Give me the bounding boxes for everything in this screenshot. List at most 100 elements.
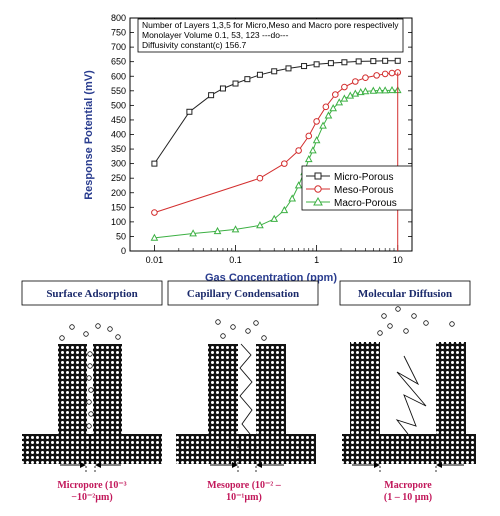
y-tick-label: 450 bbox=[111, 115, 126, 125]
y-tick-label: 800 bbox=[111, 13, 126, 23]
data-point-triangle bbox=[312, 136, 321, 144]
data-point-circle bbox=[295, 147, 302, 154]
y-tick-label: 550 bbox=[111, 86, 126, 96]
data-point-circle bbox=[332, 91, 339, 98]
data-point-triangle bbox=[150, 233, 159, 241]
x-tick-label: 0.01 bbox=[146, 255, 164, 265]
data-point-triangle bbox=[231, 225, 240, 233]
y-tick-label: 600 bbox=[111, 71, 126, 81]
data-point-triangle bbox=[329, 104, 338, 112]
y-tick-label: 650 bbox=[111, 57, 126, 67]
data-point-triangle bbox=[340, 94, 349, 102]
info-box: Number of Layers 1,3,5 for Micro,Meso an… bbox=[137, 18, 404, 53]
panel-title-box bbox=[167, 280, 319, 306]
panel-title: Molecular Diffusion bbox=[358, 288, 452, 300]
data-point-square bbox=[208, 92, 215, 99]
panel-title: Surface Adsorption bbox=[46, 288, 137, 300]
y-tick-label: 400 bbox=[111, 130, 126, 140]
data-point-circle bbox=[281, 160, 288, 167]
info-line-1: Number of Layers 1,3,5 for Micro,Meso an… bbox=[142, 20, 399, 30]
legend: Micro-Porous Meso-Porous Macro-Porous bbox=[301, 165, 413, 211]
y-axis-label: Response Potential (mV) bbox=[83, 70, 95, 200]
data-point-circle bbox=[313, 118, 320, 125]
data-point-circle bbox=[388, 69, 396, 77]
data-point-square bbox=[256, 71, 263, 78]
data-point-square bbox=[232, 80, 239, 87]
x-tick-label: 1 bbox=[314, 255, 319, 265]
data-point-triangle bbox=[319, 121, 327, 129]
legend-label-macro: Macro-Porous bbox=[334, 198, 397, 209]
pore-wall-right bbox=[256, 344, 286, 436]
legend-macro: Macro-Porous bbox=[306, 196, 397, 209]
data-point-triangle bbox=[388, 85, 396, 94]
data-point-triangle bbox=[346, 91, 355, 99]
y-tick-label: 750 bbox=[111, 28, 126, 38]
data-point-triangle bbox=[381, 86, 389, 94]
panel-surface-adsorption: Surface Adsorption Micropore (10⁻³ −10⁻²… bbox=[21, 280, 163, 503]
panel-capillary-condensation: Capillary Condensation Mesopore (10⁻² – … bbox=[167, 280, 319, 503]
panel-title: Capillary Condensation bbox=[187, 288, 299, 300]
y-tick-label: 0 bbox=[121, 246, 126, 256]
panel-title-box bbox=[21, 280, 163, 306]
y-tick-label: 200 bbox=[111, 188, 126, 198]
triangle-marker-icon bbox=[313, 196, 323, 206]
gas-molecules bbox=[59, 323, 121, 429]
y-tick-label: 300 bbox=[111, 159, 126, 169]
legend-meso: Meso-Porous bbox=[306, 185, 393, 196]
gas-molecules bbox=[377, 306, 455, 336]
legend-label-micro: Micro-Porous bbox=[334, 172, 393, 183]
pore-wall-right bbox=[93, 344, 122, 436]
legend-micro: Micro-Porous bbox=[306, 172, 393, 183]
data-point-circle bbox=[322, 103, 330, 111]
data-point-triangle bbox=[288, 194, 297, 202]
data-point-triangle bbox=[324, 111, 333, 119]
pore-wall-left bbox=[208, 344, 238, 436]
data-point-square bbox=[186, 108, 193, 115]
y-tick-label: 50 bbox=[116, 231, 126, 241]
pore-label-line1: Micropore (10⁻³ bbox=[57, 480, 126, 491]
data-point-triangle bbox=[270, 214, 279, 222]
data-point-triangle bbox=[351, 89, 360, 97]
data-point-triangle bbox=[280, 205, 289, 214]
pore-wall-left bbox=[58, 344, 87, 436]
data-point-square bbox=[285, 65, 292, 72]
y-tick-label: 150 bbox=[111, 202, 126, 212]
y-tick-label: 350 bbox=[111, 144, 126, 154]
panel-molecular-diffusion: Molecular Diffusion Macropore (1 – 10 µm… bbox=[339, 280, 476, 503]
molecule-path bbox=[395, 355, 427, 435]
data-point-square bbox=[313, 61, 320, 68]
data-point-square bbox=[341, 59, 348, 66]
data-point-triangle bbox=[189, 229, 197, 237]
series-layer bbox=[150, 57, 402, 251]
data-point-square bbox=[382, 57, 389, 64]
data-point-triangle bbox=[369, 86, 378, 94]
data-point-triangle bbox=[294, 181, 303, 189]
data-point-circle bbox=[381, 70, 389, 78]
plot-frame bbox=[129, 17, 413, 252]
x-tick-label: 10 bbox=[393, 255, 403, 265]
data-point-circle bbox=[373, 72, 380, 79]
data-point-square bbox=[355, 58, 362, 65]
y-tick-label: 500 bbox=[111, 100, 126, 110]
data-point-circle bbox=[305, 132, 313, 140]
pore-label-line1: Mesopore (10⁻² – bbox=[207, 480, 282, 491]
data-point-circle bbox=[151, 209, 158, 216]
y-tick-label: 700 bbox=[111, 42, 126, 52]
data-point-circle bbox=[362, 74, 369, 82]
x-tick-label: 0.1 bbox=[229, 255, 242, 265]
data-point-square bbox=[394, 57, 401, 64]
pore-label-line2: 10⁻¹µm) bbox=[226, 492, 262, 503]
y-tick-label: 250 bbox=[111, 173, 126, 183]
panel-title-box bbox=[339, 280, 471, 306]
pore-label-line2: (1 – 10 µm) bbox=[384, 492, 432, 503]
data-point-circle bbox=[341, 83, 348, 91]
circle-marker-icon bbox=[314, 185, 322, 193]
pore-diagram: Surface Adsorption Micropore (10⁻³ −10⁻²… bbox=[21, 280, 476, 503]
data-point-square bbox=[219, 85, 226, 92]
data-point-circle bbox=[256, 174, 264, 182]
y-tick-label: 100 bbox=[111, 217, 126, 227]
substrate bbox=[176, 434, 316, 464]
substrate bbox=[342, 434, 476, 464]
info-line-2: Monolayer Volume 0.1, 53, 123 ---do--- bbox=[142, 30, 289, 40]
